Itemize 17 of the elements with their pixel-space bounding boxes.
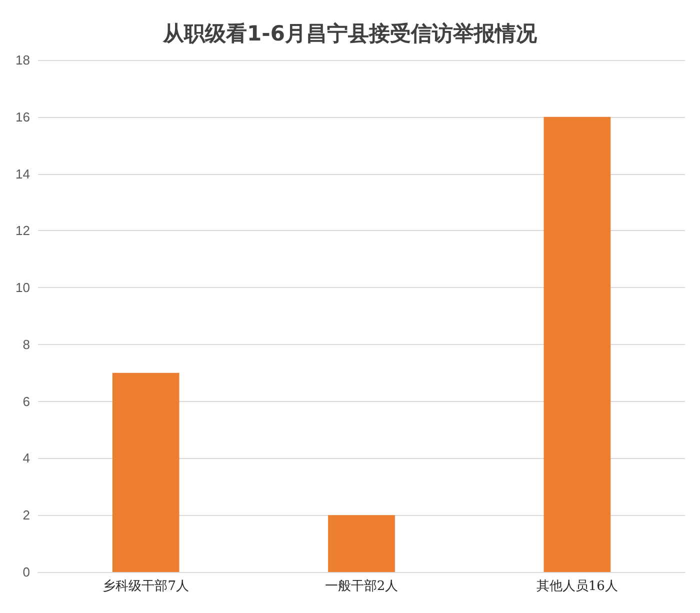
x-tick-label: 一般干部2人 (324, 579, 398, 594)
y-tick-label: 12 (16, 223, 30, 238)
chart-title: 从职级看1-6月昌宁县接受信访举报情况 (162, 22, 538, 46)
y-tick-label: 16 (16, 109, 30, 124)
y-tick-label: 14 (16, 166, 30, 182)
y-tick-label: 0 (22, 564, 30, 580)
y-tick-label: 4 (22, 450, 30, 466)
y-tick-label: 10 (16, 280, 30, 296)
y-tick-label: 8 (22, 336, 30, 352)
x-tick-label: 乡科级干部7人 (102, 579, 189, 594)
bar (328, 515, 395, 572)
y-tick-label: 2 (22, 508, 30, 523)
bar (112, 372, 180, 572)
y-tick-label: 18 (16, 52, 30, 68)
bar (544, 116, 611, 572)
y-tick-label: 6 (22, 394, 30, 409)
x-tick-label: 其他人员16人 (536, 579, 618, 594)
